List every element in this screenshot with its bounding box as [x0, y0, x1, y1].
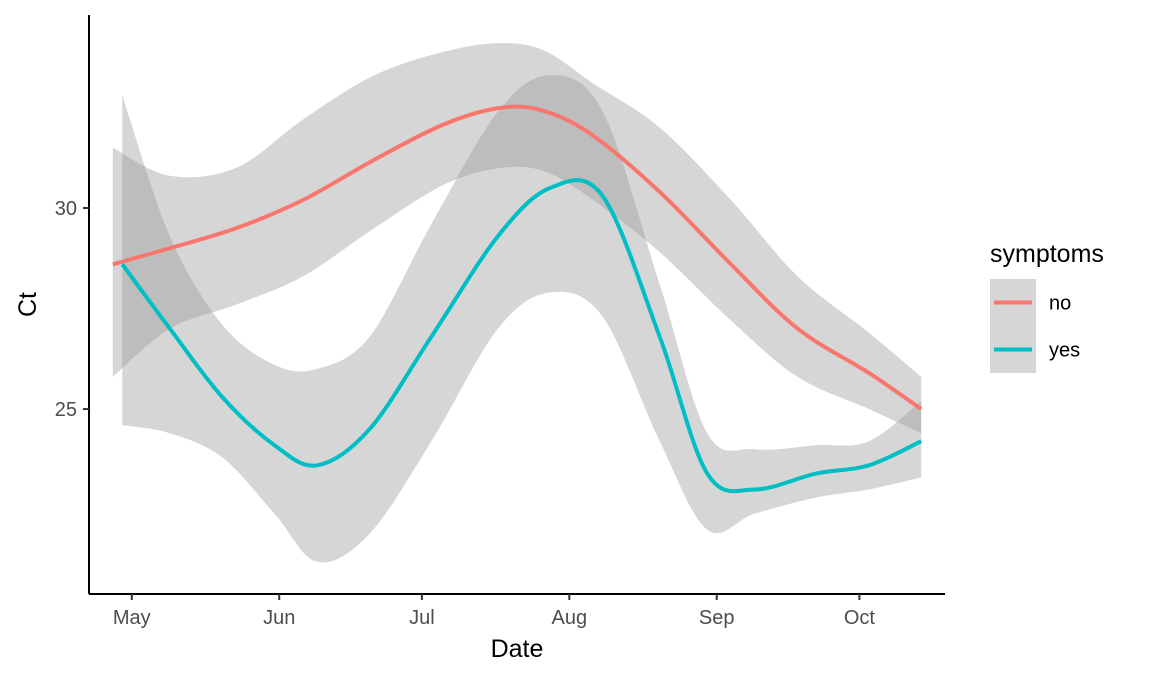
ci-ribbon-yes [122, 75, 922, 563]
y-tick-label: 30 [55, 198, 77, 220]
legend-label-yes: yes [1049, 340, 1080, 362]
y-axis-ticks: 25 30 [55, 198, 89, 421]
x-tick-label: Oct [844, 607, 876, 629]
series-lines [112, 104, 923, 494]
y-tick-label: 25 [55, 399, 77, 421]
legend-label-no: no [1049, 293, 1071, 315]
series-line-no [112, 104, 923, 411]
legend-items: no yes [990, 279, 1080, 373]
x-tick-label: May [113, 607, 151, 629]
x-axis-title: Date [491, 635, 544, 663]
legend: symptoms no yes [990, 240, 1104, 373]
y-axis-title: Ct [14, 292, 42, 317]
confidence-ribbons [112, 43, 922, 563]
x-tick-label: Jul [409, 607, 435, 629]
axes: 25 30 May Jun Jul Aug Sep Oct [55, 15, 945, 629]
x-tick-label: Jun [263, 607, 295, 629]
legend-title: symptoms [990, 240, 1104, 268]
series-line-yes [120, 178, 923, 494]
ci-ribbon-no [112, 43, 922, 434]
x-tick-label: Aug [552, 607, 588, 629]
x-axis-ticks: May Jun Jul Aug Sep Oct [113, 594, 875, 629]
x-tick-label: Sep [699, 607, 735, 629]
